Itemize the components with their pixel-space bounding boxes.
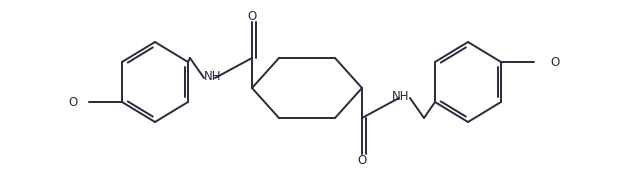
Text: NH: NH <box>204 70 222 83</box>
Text: O: O <box>357 153 367 166</box>
Text: O: O <box>69 96 77 108</box>
Text: O: O <box>248 10 256 23</box>
Text: O: O <box>550 55 559 68</box>
Text: NH: NH <box>392 90 410 102</box>
